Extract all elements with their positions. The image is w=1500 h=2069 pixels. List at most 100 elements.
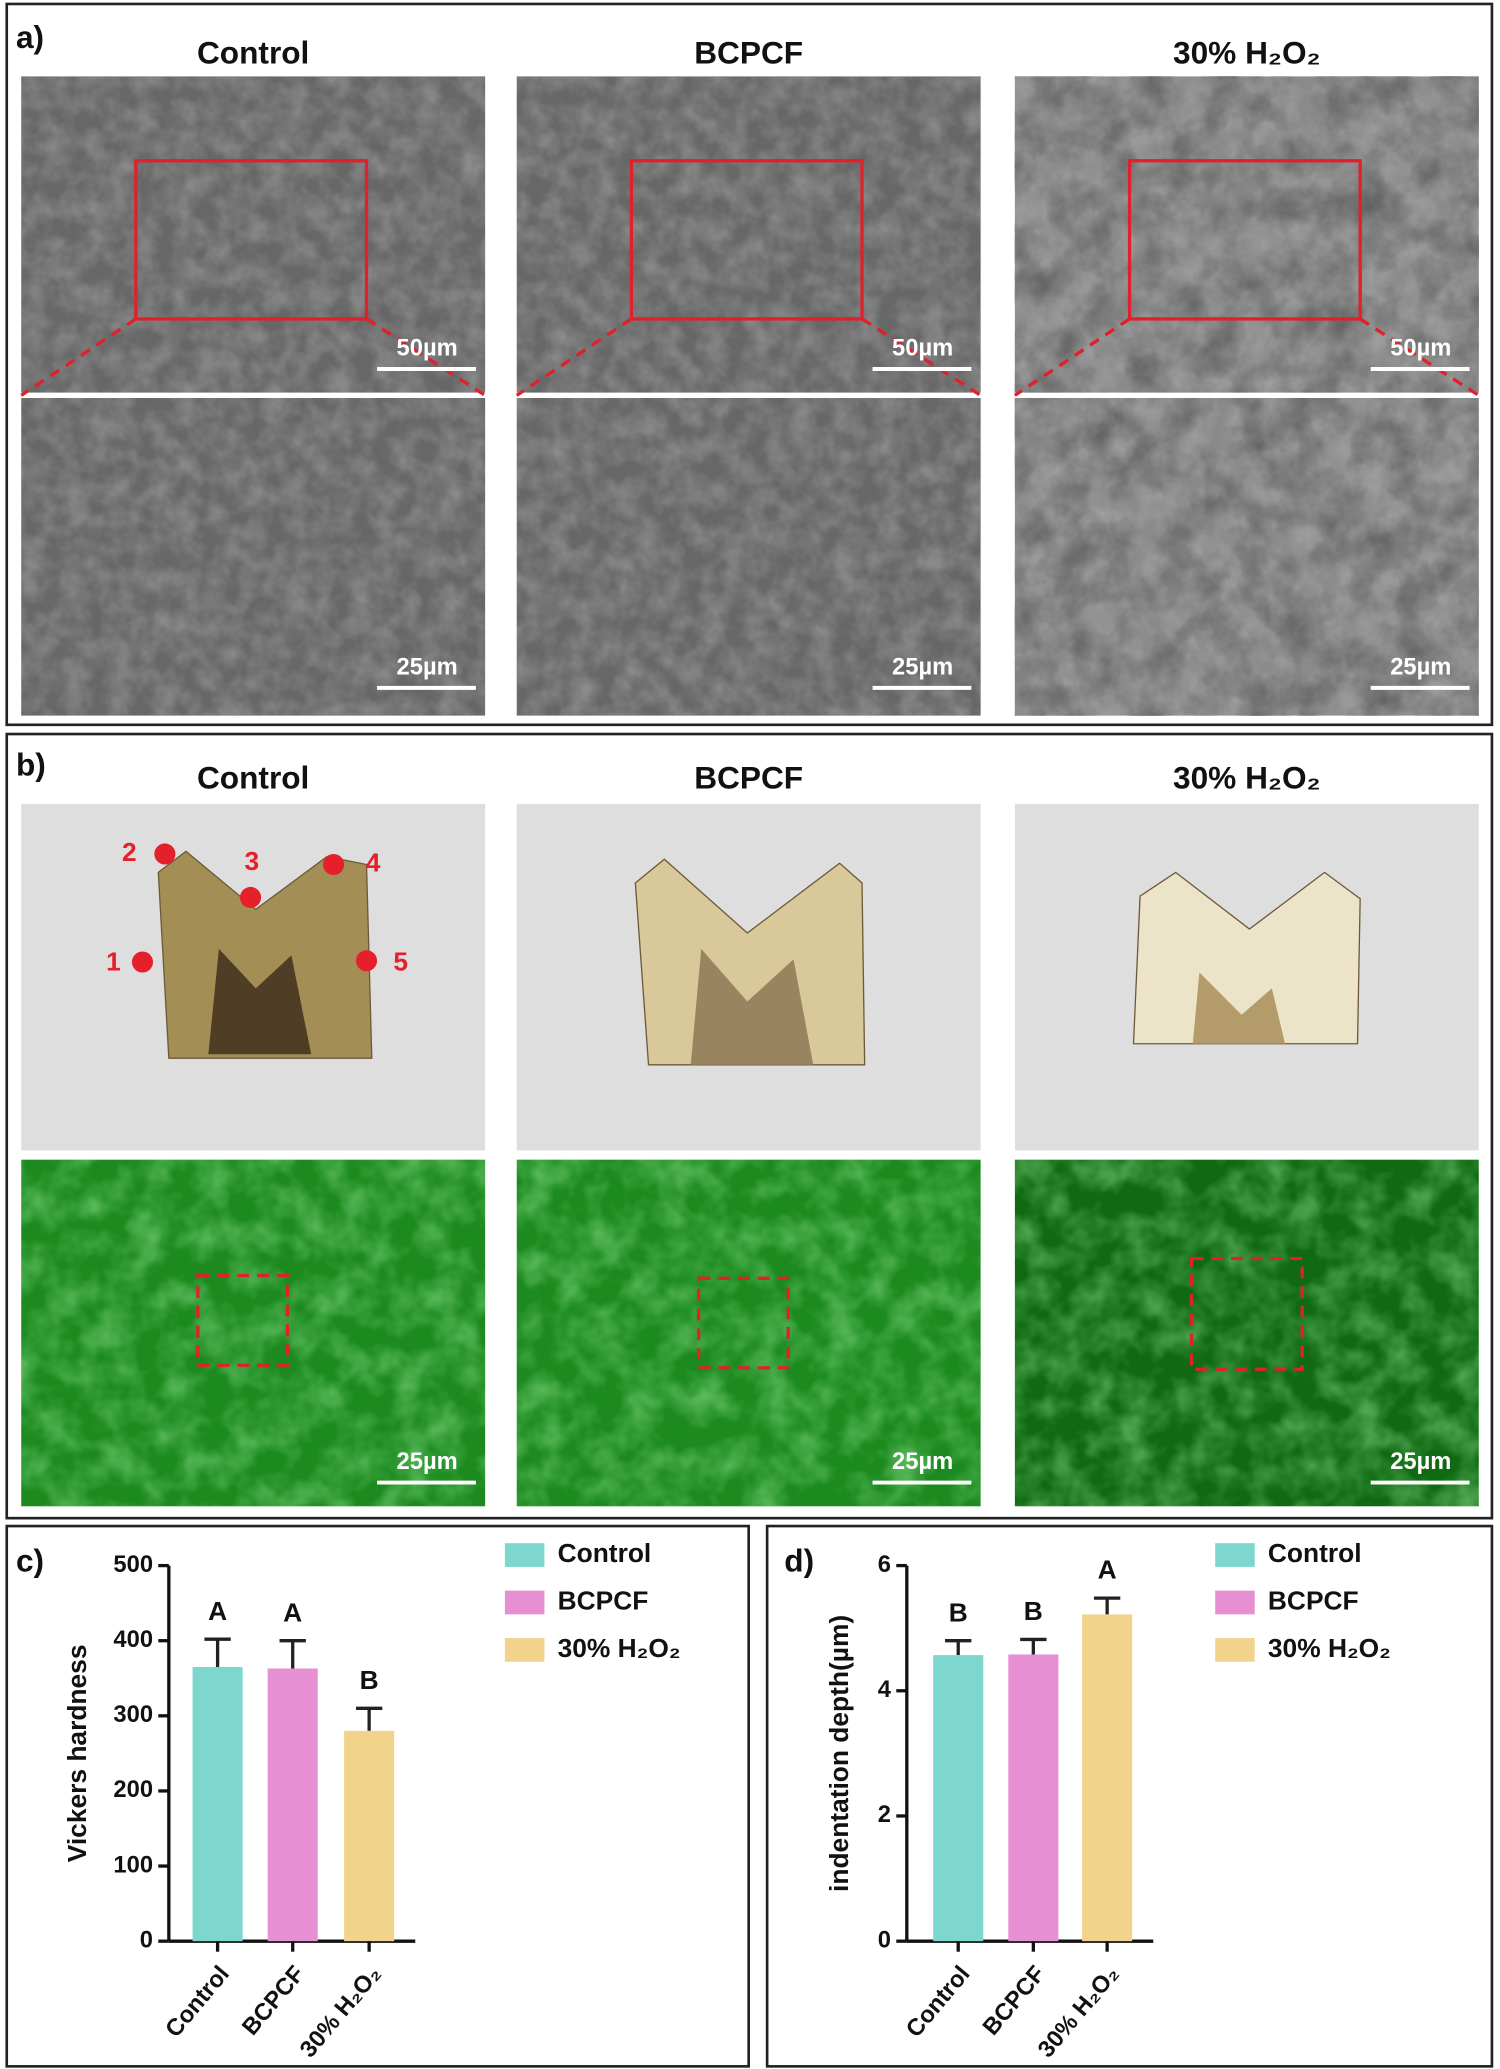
scale-bar-label: 25µm bbox=[892, 654, 953, 680]
image-title: Control bbox=[197, 760, 309, 796]
zoom-box bbox=[1127, 159, 1362, 321]
zoom-line bbox=[861, 317, 982, 397]
scale-bar-label: 25µm bbox=[397, 1449, 458, 1475]
micro-texture bbox=[21, 1159, 486, 1507]
panel-b-border bbox=[5, 732, 1494, 1520]
panel-label: a) bbox=[16, 19, 44, 55]
y-tick-label: 2 bbox=[878, 1802, 891, 1828]
separator bbox=[21, 392, 486, 398]
scale-bar-label: 25µm bbox=[397, 654, 458, 680]
tooth bbox=[634, 858, 866, 1066]
bar bbox=[344, 1730, 395, 1942]
zoom-line bbox=[515, 317, 633, 397]
y-tick-label: 100 bbox=[113, 1852, 153, 1878]
panel-c-border bbox=[5, 1524, 750, 2068]
legend-label: BCPCF bbox=[1268, 1585, 1359, 1615]
image-title: BCPCF bbox=[694, 35, 803, 71]
sem-texture bbox=[21, 76, 486, 393]
panel-label: c) bbox=[16, 1542, 44, 1578]
panel-a-border bbox=[5, 2, 1494, 727]
bar bbox=[1082, 1614, 1133, 1942]
tooth-pulp bbox=[208, 948, 312, 1055]
significance-letter: A bbox=[283, 1597, 302, 1627]
sem-texture bbox=[1014, 397, 1479, 716]
legend-label: Control bbox=[558, 1538, 652, 1568]
x-tick-label: BCPCF bbox=[238, 1961, 310, 2040]
sem-texture bbox=[21, 397, 486, 716]
zoom-line bbox=[1013, 317, 1131, 397]
point-label: 1 bbox=[106, 946, 121, 976]
sem-texture bbox=[1014, 76, 1479, 393]
zoom-line bbox=[20, 317, 137, 397]
y-axis-label: indentation depth(µm) bbox=[824, 1615, 854, 1892]
y-tick-label: 0 bbox=[140, 1927, 153, 1953]
micro-texture bbox=[1014, 1159, 1479, 1507]
legend-swatch bbox=[1215, 1638, 1255, 1662]
sem-texture bbox=[516, 397, 981, 716]
image-title: 30% H₂O₂ bbox=[1173, 35, 1321, 71]
y-tick-label: 300 bbox=[113, 1702, 153, 1728]
y-axis-label: Vickers hardness bbox=[62, 1645, 92, 1863]
zoom-line bbox=[1359, 317, 1480, 397]
indent-box bbox=[696, 1276, 790, 1370]
separator bbox=[516, 392, 981, 398]
y-tick-label: 0 bbox=[878, 1927, 891, 1953]
panel-label: d) bbox=[784, 1542, 814, 1578]
measure-point bbox=[239, 886, 262, 908]
tooth-pulp bbox=[690, 948, 814, 1065]
separator bbox=[1014, 392, 1479, 398]
measure-point bbox=[131, 951, 154, 973]
point-label: 3 bbox=[245, 846, 260, 876]
legend-swatch bbox=[1215, 1590, 1255, 1615]
legend-label: BCPCF bbox=[558, 1585, 649, 1615]
legend-label: 30% H₂O₂ bbox=[558, 1633, 681, 1663]
indent-box bbox=[196, 1274, 290, 1367]
y-tick-label: 200 bbox=[113, 1777, 153, 1803]
zoom-box bbox=[134, 159, 369, 321]
bar bbox=[192, 1666, 243, 1942]
tooth-crown bbox=[1132, 871, 1361, 1045]
legend-swatch bbox=[1215, 1543, 1255, 1567]
bar bbox=[267, 1668, 318, 1942]
legend-swatch bbox=[504, 1543, 545, 1567]
significance-letter: B bbox=[1024, 1596, 1043, 1626]
x-tick-label: BCPCF bbox=[978, 1961, 1050, 2040]
tooth-crown bbox=[157, 850, 373, 1059]
scale-bar-label: 25µm bbox=[892, 1449, 953, 1475]
significance-letter: B bbox=[949, 1597, 968, 1627]
image-title: BCPCF bbox=[694, 760, 803, 796]
image-title: Control bbox=[197, 35, 309, 71]
point-label: 5 bbox=[393, 946, 408, 976]
y-tick-label: 400 bbox=[113, 1627, 153, 1653]
panel-label: b) bbox=[16, 746, 46, 782]
significance-letter: A bbox=[1098, 1555, 1117, 1585]
x-tick-label: Control bbox=[161, 1961, 235, 2042]
tooth bbox=[157, 850, 373, 1059]
significance-letter: B bbox=[360, 1665, 379, 1695]
panel-d-border bbox=[765, 1524, 1494, 2068]
legend-swatch bbox=[504, 1590, 545, 1615]
zoom-line bbox=[365, 317, 487, 397]
y-tick-label: 4 bbox=[878, 1677, 892, 1703]
measure-point bbox=[154, 843, 176, 865]
tooth-pulp bbox=[1192, 972, 1286, 1044]
y-tick-label: 6 bbox=[878, 1552, 891, 1578]
point-label: 2 bbox=[122, 837, 137, 867]
scale-bar-label: 50µm bbox=[892, 335, 953, 361]
scale-bar-label: 25µm bbox=[1390, 1449, 1451, 1475]
scale-bar-label: 50µm bbox=[397, 335, 458, 361]
zoom-box bbox=[629, 159, 864, 321]
micro-texture bbox=[516, 1159, 981, 1507]
scale-bar-label: 25µm bbox=[1390, 654, 1451, 680]
legend-label: Control bbox=[1268, 1538, 1362, 1568]
x-tick-label: 30% H₂O₂ bbox=[295, 1961, 386, 2063]
measure-point bbox=[355, 950, 378, 972]
tooth bbox=[1132, 871, 1361, 1045]
point-label: 4 bbox=[366, 847, 381, 877]
y-tick-label: 500 bbox=[113, 1552, 153, 1578]
tooth-crown bbox=[634, 858, 866, 1066]
measure-point bbox=[323, 853, 345, 876]
bar bbox=[1008, 1654, 1059, 1942]
